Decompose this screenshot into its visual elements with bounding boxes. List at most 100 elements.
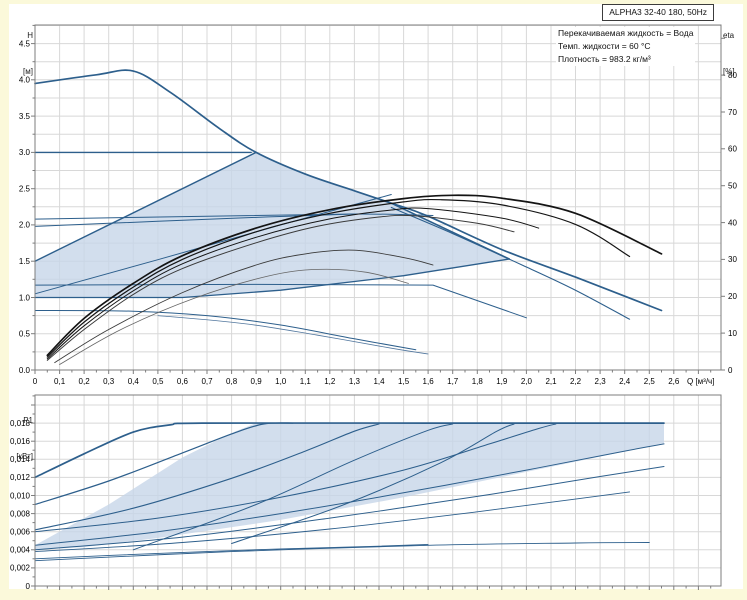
y-left-tick-label: 1.5 xyxy=(19,257,31,266)
x-tick-label: 1,6 xyxy=(423,377,435,386)
range-bottom-edge xyxy=(34,258,510,299)
max-speed-curve xyxy=(34,69,663,312)
min-speed-curve xyxy=(34,310,417,351)
x-tick-label: 2,0 xyxy=(521,377,533,386)
y-right-tick-label: 0 xyxy=(728,366,733,375)
p1-axis-unit: [кВт] xyxy=(16,452,33,461)
min-speed-curve-2 xyxy=(157,315,429,355)
x-tick-label: 1,3 xyxy=(349,377,361,386)
y-left-tick-label: 3.5 xyxy=(19,112,31,121)
power-curve-2 xyxy=(34,422,294,506)
control-curve-12 xyxy=(34,283,527,319)
power-steep-1 xyxy=(132,423,454,551)
h-axis-unit: [м] xyxy=(23,67,33,76)
x-tick-label: 1,8 xyxy=(472,377,484,386)
head-capacity-chart-border xyxy=(34,24,722,371)
control-curve-20 xyxy=(34,213,355,227)
efficiency-curve-1 xyxy=(46,194,663,357)
x-tick-label: 1,7 xyxy=(447,377,459,386)
x-tick-label: 0,6 xyxy=(177,377,189,386)
power-curve-6 xyxy=(34,466,665,551)
y-left-tick-label: 0,014 xyxy=(10,455,31,464)
info-line-fluid: Перекачиваемая жидкость = Вода xyxy=(558,28,694,38)
y-left-tick-label: 0,018 xyxy=(10,419,31,428)
y-right-tick-label: 80 xyxy=(728,71,737,80)
x-tick-label: 2,5 xyxy=(644,377,656,386)
control-curve-21 xyxy=(34,213,434,220)
x-tick-label: 2,2 xyxy=(570,377,582,386)
x-tick-label: 0,3 xyxy=(103,377,115,386)
pump-model-title: ALPHA3 32-40 180, 50Hz xyxy=(602,4,714,21)
power-curve-3 xyxy=(34,423,380,531)
x-tick-label: 0 xyxy=(33,377,38,386)
fluid-info-box: Перекачиваемая жидкость = Вода Темп. жид… xyxy=(556,27,696,66)
range-right-edge xyxy=(390,202,510,260)
power-min-2 xyxy=(34,542,650,562)
y-right-tick-label: 70 xyxy=(728,108,737,117)
y-left-tick-label: 4.0 xyxy=(19,76,31,85)
eta-axis-unit: [%] xyxy=(723,67,735,76)
y-left-tick-label: 1.0 xyxy=(19,293,31,302)
proportional-pressure-max-line xyxy=(34,151,257,262)
x-tick-label: 0,8 xyxy=(226,377,238,386)
h-axis-header: H [м] xyxy=(0,6,33,102)
power-curve-4 xyxy=(34,423,557,533)
h-axis-label: H xyxy=(27,31,33,40)
power-min-1 xyxy=(34,543,429,560)
p1-axis-header: P1 [кВт] xyxy=(0,391,33,487)
y-right-tick-label: 40 xyxy=(728,218,737,227)
speed-curve-2 xyxy=(390,206,631,320)
y-left-tick-label: 0,016 xyxy=(10,437,31,446)
eta-axis-header: eta [%] xyxy=(723,6,735,102)
info-line-density: Плотность = 983.2 кг/м³ xyxy=(558,54,651,64)
y-left-tick-label: 0.0 xyxy=(19,366,31,375)
y-right-tick-label: 10 xyxy=(728,329,737,338)
y-left-tick-label: 0 xyxy=(26,582,31,591)
q-axis-unit-label: Q [м³/ч] xyxy=(687,377,714,386)
y-right-tick-label: 30 xyxy=(728,255,737,264)
x-tick-label: 0,1 xyxy=(54,377,66,386)
y-left-tick-label: 0,004 xyxy=(10,546,31,555)
efficiency-curve-2 xyxy=(46,198,631,358)
x-tick-label: 0,5 xyxy=(152,377,164,386)
y-left-tick-label: 0,008 xyxy=(10,509,31,518)
power-max-curve xyxy=(34,422,665,479)
y-left-tick-label: 2.5 xyxy=(19,185,31,194)
y-left-tick-label: 3.0 xyxy=(19,148,31,157)
x-tick-label: 0,7 xyxy=(201,377,213,386)
x-tick-label: 1,2 xyxy=(324,377,336,386)
x-tick-label: 1,4 xyxy=(373,377,385,386)
power-curve-5 xyxy=(34,443,665,546)
efficiency-curve-3 xyxy=(46,207,540,360)
x-tick-label: 0,2 xyxy=(79,377,91,386)
y-right-tick-label: 60 xyxy=(728,145,737,154)
y-left-tick-label: 2.0 xyxy=(19,221,31,230)
p1-axis-label: P1 xyxy=(23,416,33,425)
info-line-temperature: Темп. жидкости = 60 °C xyxy=(558,41,651,51)
x-tick-label: 2,1 xyxy=(545,377,557,386)
x-tick-label: 0,4 xyxy=(128,377,140,386)
x-tick-label: 1,1 xyxy=(300,377,312,386)
x-tick-label: 0,9 xyxy=(251,377,263,386)
y-right-tick-label: 50 xyxy=(728,182,737,191)
x-tick-label: 1,0 xyxy=(275,377,287,386)
x-tick-label: 1,5 xyxy=(398,377,410,386)
y-left-tick-label: 4.5 xyxy=(19,39,31,48)
y-right-tick-label: 20 xyxy=(728,292,737,301)
y-left-tick-label: 0,002 xyxy=(10,564,31,573)
power-chart-operating-range-shade xyxy=(35,423,664,550)
x-tick-label: 2,6 xyxy=(668,377,680,386)
efficiency-curve-low-1 xyxy=(54,249,434,364)
efficiency-curve-low-2 xyxy=(59,268,409,365)
x-tick-label: 2,3 xyxy=(595,377,607,386)
x-tick-label: 1,9 xyxy=(496,377,508,386)
y-left-tick-label: 0,010 xyxy=(10,491,31,500)
power-steep-2 xyxy=(231,423,515,544)
y-left-tick-label: 0,012 xyxy=(10,473,31,482)
efficiency-curve-4 xyxy=(46,214,515,361)
proportional-diagonal xyxy=(34,194,392,295)
y-left-tick-label: 0,006 xyxy=(10,528,31,537)
y-left-tick-label: 0.5 xyxy=(19,330,31,339)
